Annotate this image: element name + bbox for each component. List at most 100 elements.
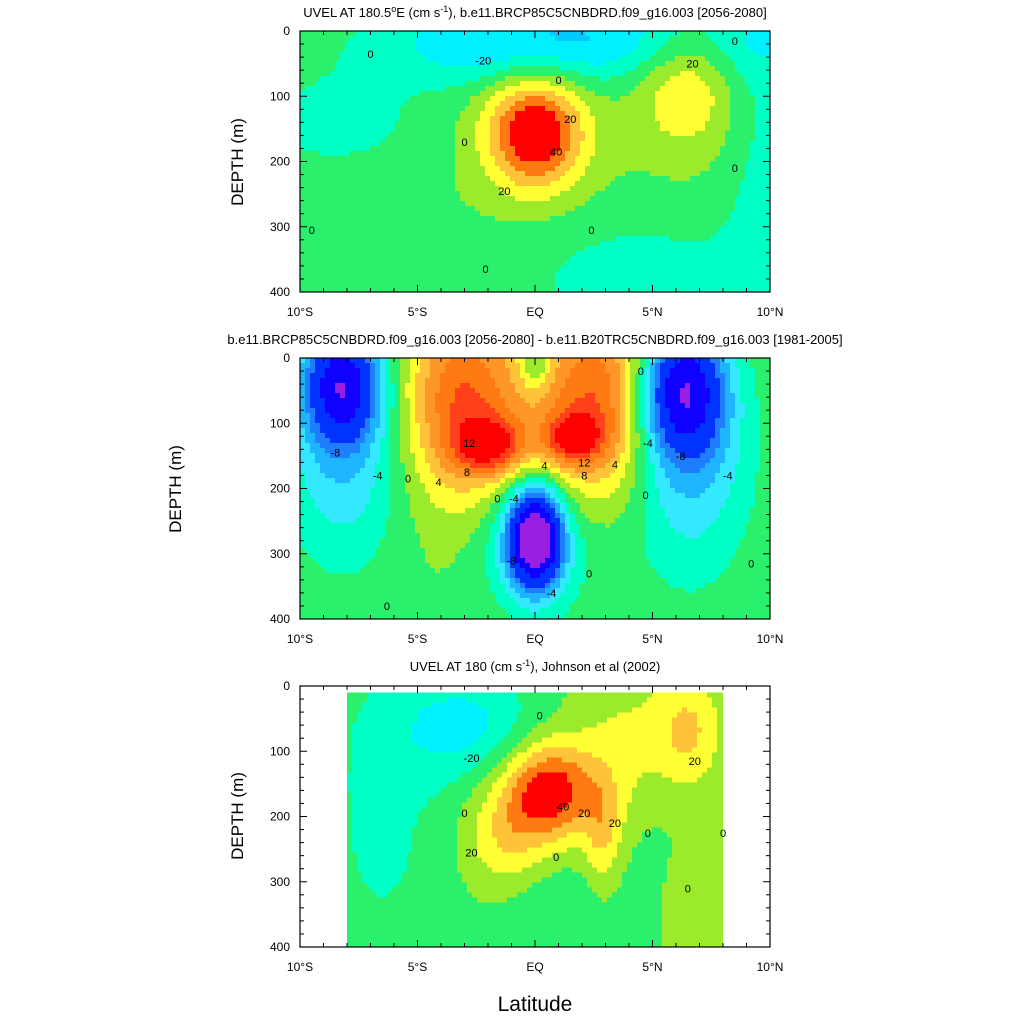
field-cell <box>480 181 486 187</box>
field-cell <box>365 246 371 252</box>
field-cell <box>625 166 631 172</box>
field-cell <box>450 206 456 212</box>
field-cell <box>440 181 446 187</box>
field-cell <box>490 196 496 202</box>
field-cell <box>645 176 651 182</box>
field-cell <box>685 246 691 252</box>
field-cell <box>625 81 631 87</box>
field-cell <box>350 256 356 262</box>
field-cell <box>470 201 476 207</box>
field-cell <box>350 216 356 222</box>
field-cell <box>660 271 666 277</box>
field-cell <box>570 166 576 172</box>
field-cell <box>550 196 556 202</box>
contour-label: 40 <box>550 147 562 159</box>
field-cell <box>715 41 721 47</box>
field-cell <box>475 251 481 257</box>
field-cell <box>695 146 701 152</box>
field-cell <box>620 71 626 77</box>
field-cell <box>465 276 471 282</box>
field-cell <box>635 81 641 87</box>
field-cell <box>510 261 516 267</box>
field-cell <box>715 71 721 77</box>
field-cell <box>520 286 526 292</box>
field-cell <box>485 221 491 227</box>
field-cell <box>365 81 371 87</box>
field-cell <box>335 196 341 202</box>
field-cell <box>415 56 421 62</box>
field-cell <box>635 181 641 187</box>
field-cell <box>375 261 381 267</box>
field-cell <box>645 86 651 92</box>
field-cell <box>585 111 591 117</box>
field-cell <box>595 111 601 117</box>
field-cell <box>710 116 716 122</box>
field-cell <box>695 256 701 262</box>
field-cell <box>415 186 421 192</box>
field-cell <box>460 211 466 217</box>
field-cell <box>695 126 701 132</box>
field-cell <box>695 106 701 112</box>
field-cell <box>555 136 561 142</box>
field-cell <box>325 86 331 92</box>
field-cell <box>500 251 506 257</box>
field-cell <box>600 211 606 217</box>
field-cell <box>520 226 526 232</box>
field-cell <box>465 196 471 202</box>
field-cell <box>655 111 661 117</box>
field-cell <box>755 91 761 97</box>
field-cell <box>620 141 626 147</box>
field-cell <box>695 51 701 57</box>
field-cell <box>735 206 741 212</box>
field-cell <box>405 276 411 282</box>
field-cell <box>570 136 576 142</box>
field-cell <box>470 91 476 97</box>
field-cell <box>435 36 441 42</box>
field-cell <box>660 181 666 187</box>
field-cell <box>545 86 551 92</box>
field-cell <box>610 146 616 152</box>
field-cell <box>470 46 476 52</box>
field-cell <box>425 51 431 57</box>
field-cell <box>625 276 631 282</box>
field-cell <box>625 86 631 92</box>
field-cell <box>605 226 611 232</box>
field-cell <box>745 236 751 242</box>
field-cell <box>445 131 451 137</box>
field-cell <box>500 141 506 147</box>
field-cell <box>335 256 341 262</box>
field-cell <box>360 221 366 227</box>
field-cell <box>705 176 711 182</box>
field-cell <box>465 216 471 222</box>
field-cell <box>335 186 341 192</box>
field-cell <box>745 281 751 287</box>
field-cell <box>710 96 716 102</box>
field-cell <box>365 161 371 167</box>
field-cell <box>725 231 731 237</box>
field-cell <box>525 196 531 202</box>
field-cell <box>675 271 681 277</box>
field-cell <box>660 206 666 212</box>
field-cell <box>515 276 521 282</box>
field-cell <box>490 276 496 282</box>
field-cell <box>495 66 501 72</box>
field-cell <box>340 246 346 252</box>
field-cell <box>695 171 701 177</box>
field-cell <box>660 81 666 87</box>
field-cell <box>485 211 491 217</box>
field-cell <box>680 186 686 192</box>
field-cell <box>620 241 626 247</box>
field-cell <box>745 146 751 152</box>
field-cell <box>465 86 471 92</box>
field-cell <box>380 216 386 222</box>
field-cell <box>655 166 661 172</box>
field-cell <box>525 186 531 192</box>
field-cell <box>435 236 441 242</box>
field-cell <box>760 41 766 47</box>
field-cell <box>350 166 356 172</box>
field-cell <box>425 136 431 142</box>
field-cell <box>530 96 536 102</box>
field-cell <box>520 106 526 112</box>
field-cell <box>640 271 646 277</box>
field-cell <box>385 161 391 167</box>
